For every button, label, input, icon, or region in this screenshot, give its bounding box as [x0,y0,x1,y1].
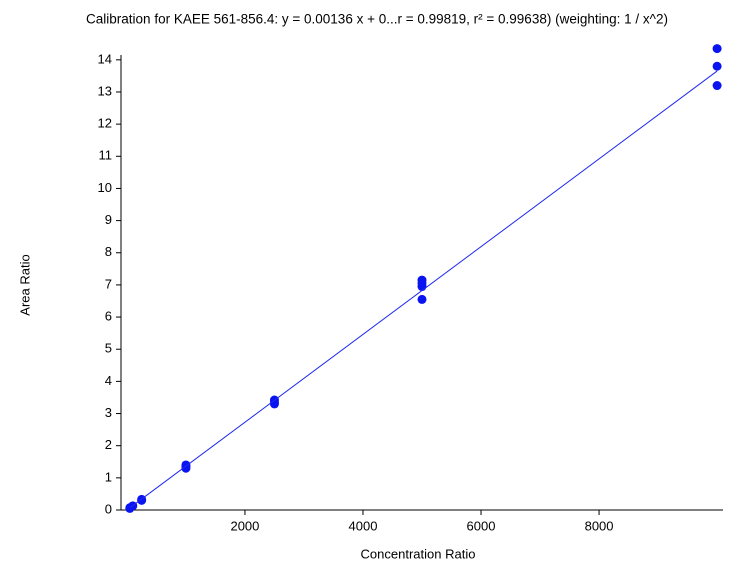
data-point [712,81,722,91]
y-tick-label: 9 [105,212,112,227]
y-tick-label: 14 [98,51,112,66]
x-axis-label: Concentration Ratio [361,546,476,561]
y-tick-label: 3 [105,405,112,420]
data-point [712,44,722,54]
y-tick-label: 5 [105,341,112,356]
data-point [712,61,722,71]
y-tick-label: 0 [105,501,112,516]
y-tick-label: 4 [105,373,112,388]
y-tick-label: 12 [98,116,112,131]
y-tick-label: 7 [105,276,112,291]
fit-line [129,70,718,509]
y-tick-label: 2 [105,437,112,452]
y-tick-label: 8 [105,244,112,259]
y-axis-label: Area Ratio [17,254,32,315]
y-tick-label: 10 [98,180,112,195]
x-tick-label: 2000 [230,518,259,533]
x-tick-label: 4000 [349,518,378,533]
y-tick-label: 11 [99,148,113,163]
data-point [417,294,427,304]
x-tick-label: 8000 [585,518,614,533]
y-tick-label: 1 [105,469,112,484]
y-tick-label: 6 [105,309,112,324]
data-point [417,275,427,285]
y-tick-label: 13 [98,83,112,98]
x-tick-label: 6000 [467,518,496,533]
chart-title: Calibration for KAEE 561-856.4: y = 0.00… [86,12,668,27]
